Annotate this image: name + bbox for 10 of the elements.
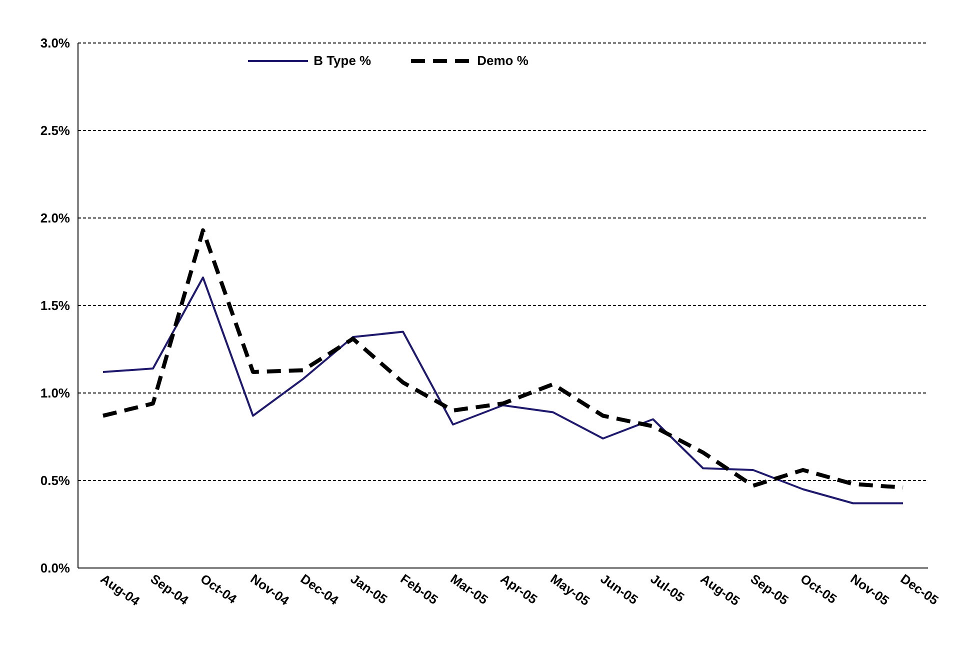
y-tick-label: 1.5% (40, 298, 70, 314)
y-tick-label: 0.5% (40, 473, 70, 488)
legend-label: Demo % (477, 53, 528, 68)
line-series (102, 276, 904, 504)
y-tick-label: 3.0% (40, 36, 70, 51)
y-tick-label: 0.0% (40, 560, 70, 576)
legend-label: B Type % (314, 53, 372, 68)
y-tick-label: 2.0% (40, 210, 70, 226)
y-tick-label: 1.0% (40, 386, 70, 401)
y-tick-label: 2.5% (40, 123, 70, 138)
